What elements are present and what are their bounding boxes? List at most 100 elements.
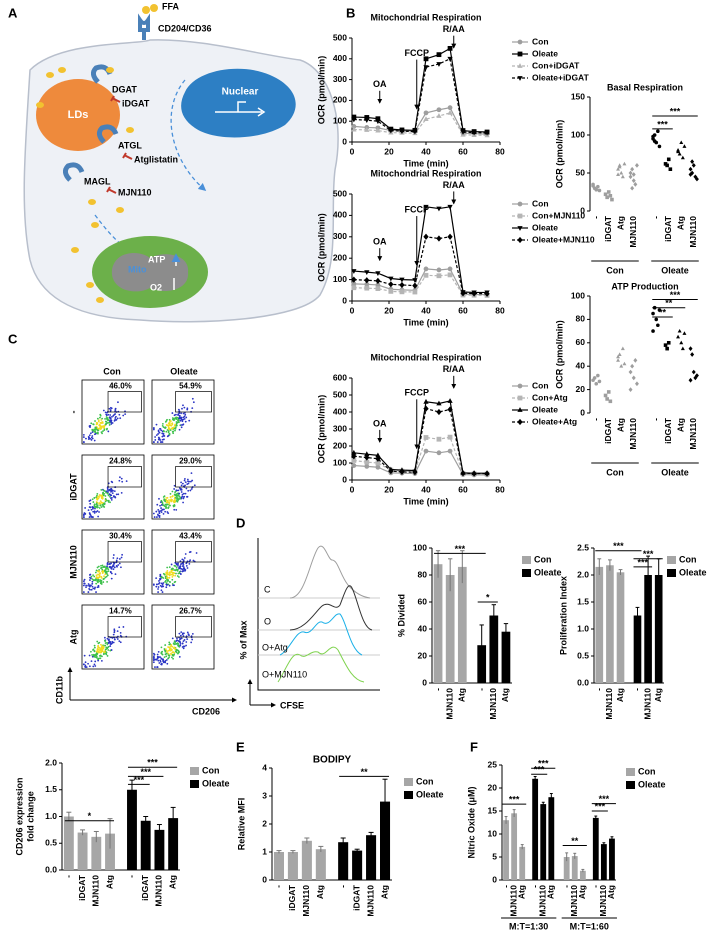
row-label: iDGAT bbox=[68, 473, 78, 501]
event-dot bbox=[109, 571, 112, 574]
data-point bbox=[423, 204, 429, 210]
data-point bbox=[616, 172, 621, 176]
event-dot bbox=[101, 568, 104, 571]
event-dot bbox=[164, 648, 167, 651]
event-dot bbox=[96, 640, 99, 643]
data-point bbox=[388, 281, 394, 288]
x-tick-label: 20 bbox=[384, 305, 394, 315]
event-dot bbox=[95, 510, 98, 513]
significance-label: *** bbox=[455, 544, 466, 554]
error-bar bbox=[565, 852, 569, 862]
event-dot bbox=[175, 413, 177, 416]
event-dot bbox=[166, 566, 169, 569]
bar bbox=[352, 850, 363, 880]
event-dot bbox=[91, 585, 94, 588]
legend-label: Oleate bbox=[534, 567, 562, 577]
data-point bbox=[676, 334, 681, 339]
y-tick-label: 0.5 bbox=[45, 838, 57, 848]
event-dot bbox=[185, 416, 188, 419]
event-dot bbox=[82, 441, 85, 443]
event-dot bbox=[190, 488, 193, 490]
data-point bbox=[656, 129, 660, 133]
event-dot bbox=[152, 512, 155, 515]
event-dot bbox=[96, 652, 99, 655]
event-dot bbox=[167, 654, 170, 657]
error-bar bbox=[460, 550, 465, 584]
data-point bbox=[447, 56, 453, 62]
event-dot bbox=[101, 417, 104, 420]
y-tick-label: 20 bbox=[418, 650, 428, 660]
inhibitor bbox=[110, 95, 121, 103]
event-dot bbox=[157, 591, 160, 593]
event-dot bbox=[92, 574, 94, 577]
event-dot bbox=[113, 566, 116, 569]
significance-label: *** bbox=[638, 557, 649, 567]
event-dot bbox=[169, 572, 171, 574]
data-point bbox=[436, 267, 442, 273]
legend-label: Oleate+MJN110 bbox=[532, 234, 595, 244]
x-tick-label: MJN110 bbox=[91, 875, 101, 907]
legend-label: Con bbox=[532, 36, 549, 46]
event-dot bbox=[108, 424, 111, 426]
event-dot bbox=[176, 492, 179, 495]
event-dot bbox=[182, 632, 185, 635]
y-axis-label: OCR (pmol/min) bbox=[554, 120, 564, 189]
y-tick-label: 400 bbox=[333, 53, 347, 63]
event-dot bbox=[103, 565, 106, 568]
significance-label: *** bbox=[670, 106, 681, 116]
significance-label: ** bbox=[665, 298, 673, 308]
event-dot bbox=[84, 664, 87, 667]
y-tick-label: 0 bbox=[580, 407, 585, 417]
data-point bbox=[364, 459, 370, 465]
data-point bbox=[447, 398, 453, 403]
significance-label: ** bbox=[571, 836, 579, 846]
event-dot bbox=[116, 557, 119, 560]
y-tick-label: 1.0 bbox=[45, 811, 57, 821]
event-dot bbox=[176, 637, 178, 640]
event-dot bbox=[87, 662, 89, 665]
trace-label: O bbox=[264, 616, 271, 626]
x-tick-label: MJN110 bbox=[301, 885, 311, 917]
event-dot bbox=[157, 514, 160, 517]
event-dot bbox=[116, 417, 119, 420]
event-dot bbox=[167, 652, 170, 655]
data-point bbox=[630, 185, 635, 191]
event-dot bbox=[166, 570, 169, 572]
event-dot bbox=[165, 649, 168, 652]
event-dot bbox=[97, 432, 99, 435]
data-point bbox=[628, 369, 633, 375]
event-dot bbox=[90, 422, 93, 425]
event-dot bbox=[106, 641, 108, 644]
event-dot bbox=[88, 584, 91, 587]
event-dot bbox=[104, 570, 107, 573]
event-dot bbox=[175, 640, 177, 643]
event-dot bbox=[157, 433, 159, 435]
event-dot bbox=[155, 585, 158, 588]
event-dot bbox=[158, 581, 161, 584]
data-point bbox=[375, 452, 381, 458]
event-dot bbox=[183, 567, 185, 570]
chart-title: Mitochondrial Respiration bbox=[370, 168, 481, 178]
x-tick-label: MJN110 bbox=[365, 885, 375, 917]
x-tick-label: MJN110 bbox=[642, 688, 652, 720]
enzyme bbox=[62, 162, 85, 182]
event-dot bbox=[100, 576, 103, 578]
event-dot bbox=[107, 419, 110, 421]
y-tick-label: 500 bbox=[333, 188, 347, 198]
x-tick-label: 80 bbox=[495, 146, 505, 156]
label: iDGAT bbox=[122, 98, 150, 108]
event-dot bbox=[177, 644, 179, 647]
event-dot bbox=[162, 435, 165, 437]
event-dot bbox=[165, 505, 167, 508]
event-dot bbox=[90, 660, 93, 663]
x-tick-label: 20 bbox=[384, 146, 394, 156]
event-dot bbox=[82, 591, 85, 593]
event-dot bbox=[179, 644, 182, 647]
event-dot bbox=[111, 496, 113, 499]
event-dot bbox=[179, 416, 181, 419]
event-dot bbox=[177, 489, 180, 492]
data-point bbox=[651, 134, 655, 139]
x-tick-label: - bbox=[63, 875, 73, 878]
legend-label: Con bbox=[638, 766, 656, 776]
y-tick-label: 60 bbox=[576, 337, 586, 347]
